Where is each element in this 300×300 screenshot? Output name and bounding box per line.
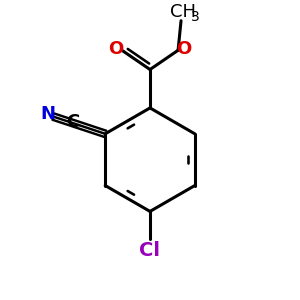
Text: N: N [40,105,55,123]
Text: C: C [66,113,79,131]
Text: CH: CH [169,4,196,22]
Text: Cl: Cl [140,241,160,260]
Text: O: O [176,40,192,58]
Text: 3: 3 [191,10,200,24]
Text: O: O [108,40,124,58]
